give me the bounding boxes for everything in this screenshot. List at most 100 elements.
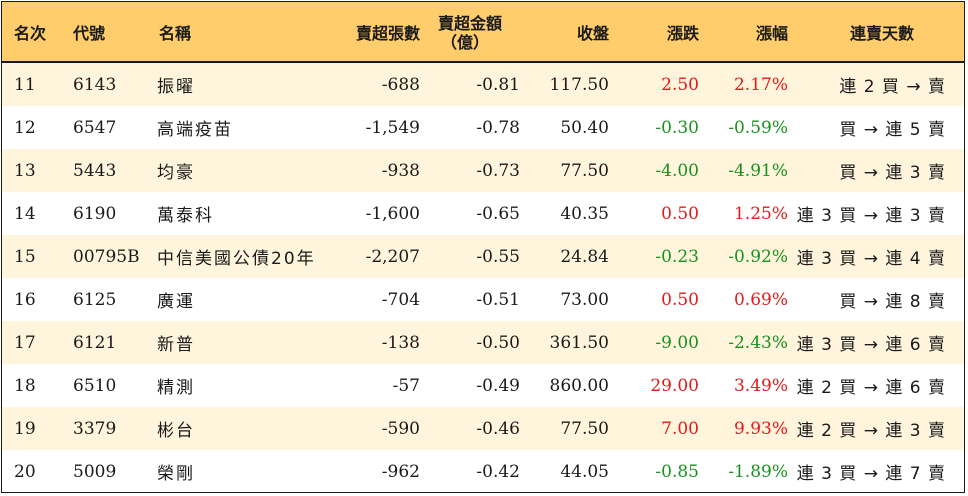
- change-cell: -0.30: [655, 117, 699, 138]
- name-cell: 均豪: [157, 163, 195, 183]
- close-cell: 40.35: [560, 203, 609, 224]
- rank-cell: 15: [14, 246, 36, 267]
- change-pct-cell: -0.59%: [728, 117, 788, 138]
- name-cell: 榮剛: [157, 464, 195, 484]
- rank-cell: 19: [14, 418, 36, 439]
- streak-cell: 連 3 買 → 連 6 賣: [796, 335, 946, 355]
- header-name[interactable]: 名稱: [159, 23, 192, 43]
- close-cell: 73.00: [560, 289, 609, 310]
- sell-amount-cell: -0.50: [476, 332, 520, 353]
- streak-cell: 連 2 買 → 連 3 賣: [796, 421, 946, 441]
- header-code[interactable]: 代號: [73, 23, 106, 43]
- sell-volume-cell: -2,207: [365, 246, 420, 267]
- rank-cell: 13: [14, 160, 36, 181]
- sell-amount-cell: -0.55: [476, 246, 520, 267]
- table-row[interactable]: 13 5443 均豪 -938 -0.73 77.50 -4.00 -4.91%…: [2, 149, 964, 192]
- streak-cell: 連 2 買 → 賣: [839, 77, 946, 97]
- header-sell-amount-label: 賣超金額: [437, 13, 502, 33]
- close-cell: 361.50: [549, 332, 609, 353]
- code-cell: 6143: [73, 74, 117, 95]
- header-sell-volume[interactable]: 賣超張數: [355, 23, 420, 43]
- change-pct-cell: 3.49%: [733, 375, 788, 396]
- table-row[interactable]: 15 00795B 中信美國公債20年 -2,207 -0.55 24.84 -…: [2, 235, 964, 278]
- header-change[interactable]: 漲跌: [666, 23, 699, 43]
- rank-cell: 16: [14, 289, 36, 310]
- table-row[interactable]: 20 5009 榮剛 -962 -0.42 44.05 -0.85 -1.89%…: [2, 450, 964, 492]
- streak-cell: 連 3 買 → 連 4 賣: [796, 249, 946, 269]
- sell-volume-cell: -138: [381, 332, 420, 353]
- rank-cell: 11: [14, 74, 36, 95]
- rank-cell: 17: [14, 332, 36, 353]
- code-cell: 6190: [73, 203, 117, 224]
- table-row[interactable]: 18 6510 精測 -57 -0.49 860.00 29.00 3.49% …: [2, 364, 964, 407]
- rank-cell: 14: [14, 203, 36, 224]
- code-cell: 5009: [73, 461, 117, 482]
- code-cell: 5443: [73, 160, 117, 181]
- table-row[interactable]: 14 6190 萬泰科 -1,600 -0.65 40.35 0.50 1.25…: [2, 192, 964, 235]
- name-cell: 中信美國公債20年: [157, 249, 316, 269]
- rank-cell: 20: [14, 461, 36, 482]
- header-rank[interactable]: 名次: [14, 23, 47, 43]
- sell-volume-cell: -962: [381, 461, 420, 482]
- sell-amount-cell: -0.51: [476, 289, 520, 310]
- change-cell: -4.00: [655, 160, 699, 181]
- sell-amount-cell: -0.65: [476, 203, 520, 224]
- close-cell: 50.40: [560, 117, 609, 138]
- close-cell: 77.50: [560, 418, 609, 439]
- change-cell: 7.00: [661, 418, 699, 439]
- code-cell: 6547: [73, 117, 117, 138]
- change-pct-cell: 2.17%: [733, 74, 788, 95]
- change-cell: 2.50: [661, 74, 699, 95]
- close-cell: 860.00: [549, 375, 609, 396]
- change-cell: 0.50: [661, 289, 699, 310]
- header-streak[interactable]: 連賣天數: [849, 23, 914, 43]
- table-header: 名次 代號 名稱 賣超張數 賣超金額 （億） 收盤 漲跌 漲幅 連賣天數: [2, 2, 964, 63]
- close-cell: 24.84: [560, 246, 609, 267]
- streak-cell: 買 → 連 5 賣: [839, 120, 946, 140]
- sell-amount-cell: -0.46: [476, 418, 520, 439]
- code-cell: 3379: [73, 418, 117, 439]
- change-cell: -0.23: [655, 246, 699, 267]
- table-body: 11 6143 振曜 -688 -0.81 117.50 2.50 2.17% …: [2, 63, 964, 492]
- sell-volume-cell: -1,600: [365, 203, 420, 224]
- table-row[interactable]: 12 6547 高端疫苗 -1,549 -0.78 50.40 -0.30 -0…: [2, 106, 964, 149]
- change-pct-cell: 9.93%: [733, 418, 788, 439]
- name-cell: 廣運: [157, 292, 195, 312]
- name-cell: 彬台: [157, 421, 195, 441]
- table-row[interactable]: 11 6143 振曜 -688 -0.81 117.50 2.50 2.17% …: [2, 63, 964, 106]
- sell-amount-cell: -0.78: [476, 117, 520, 138]
- code-cell: 6125: [73, 289, 117, 310]
- change-pct-cell: 0.69%: [733, 289, 788, 310]
- change-cell: 29.00: [650, 375, 699, 396]
- sell-volume-cell: -688: [381, 74, 420, 95]
- sell-amount-cell: -0.73: [476, 160, 520, 181]
- table-row[interactable]: 17 6121 新普 -138 -0.50 361.50 -9.00 -2.43…: [2, 321, 964, 364]
- streak-cell: 連 3 買 → 連 7 賣: [796, 464, 946, 484]
- change-cell: -0.85: [655, 461, 699, 482]
- code-cell: 6510: [73, 375, 117, 396]
- close-cell: 44.05: [560, 461, 609, 482]
- sell-volume-cell: -704: [381, 289, 420, 310]
- rank-cell: 12: [14, 117, 36, 138]
- table-row[interactable]: 16 6125 廣運 -704 -0.51 73.00 0.50 0.69% 買…: [2, 278, 964, 321]
- close-cell: 117.50: [549, 74, 609, 95]
- sell-volume-cell: -1,549: [365, 117, 420, 138]
- sell-amount-cell: -0.81: [476, 74, 520, 95]
- streak-cell: 連 2 買 → 連 6 賣: [796, 378, 946, 398]
- change-cell: -9.00: [655, 332, 699, 353]
- code-cell: 6121: [73, 332, 117, 353]
- name-cell: 精測: [157, 378, 195, 398]
- table-row[interactable]: 19 3379 彬台 -590 -0.46 77.50 7.00 9.93% 連…: [2, 407, 964, 450]
- header-close[interactable]: 收盤: [576, 23, 609, 43]
- name-cell: 萬泰科: [157, 206, 214, 226]
- streak-cell: 連 3 買 → 連 3 賣: [796, 206, 946, 226]
- sell-volume-cell: -590: [381, 418, 420, 439]
- header-change-pct[interactable]: 漲幅: [755, 23, 788, 43]
- streak-cell: 買 → 連 8 賣: [839, 292, 946, 312]
- sell-volume-cell: -938: [381, 160, 420, 181]
- code-cell: 00795B: [73, 246, 140, 267]
- change-cell: 0.50: [661, 203, 699, 224]
- name-cell: 新普: [157, 335, 195, 355]
- header-sell-amount[interactable]: 賣超金額 （億）: [420, 2, 520, 61]
- change-pct-cell: -1.89%: [728, 461, 788, 482]
